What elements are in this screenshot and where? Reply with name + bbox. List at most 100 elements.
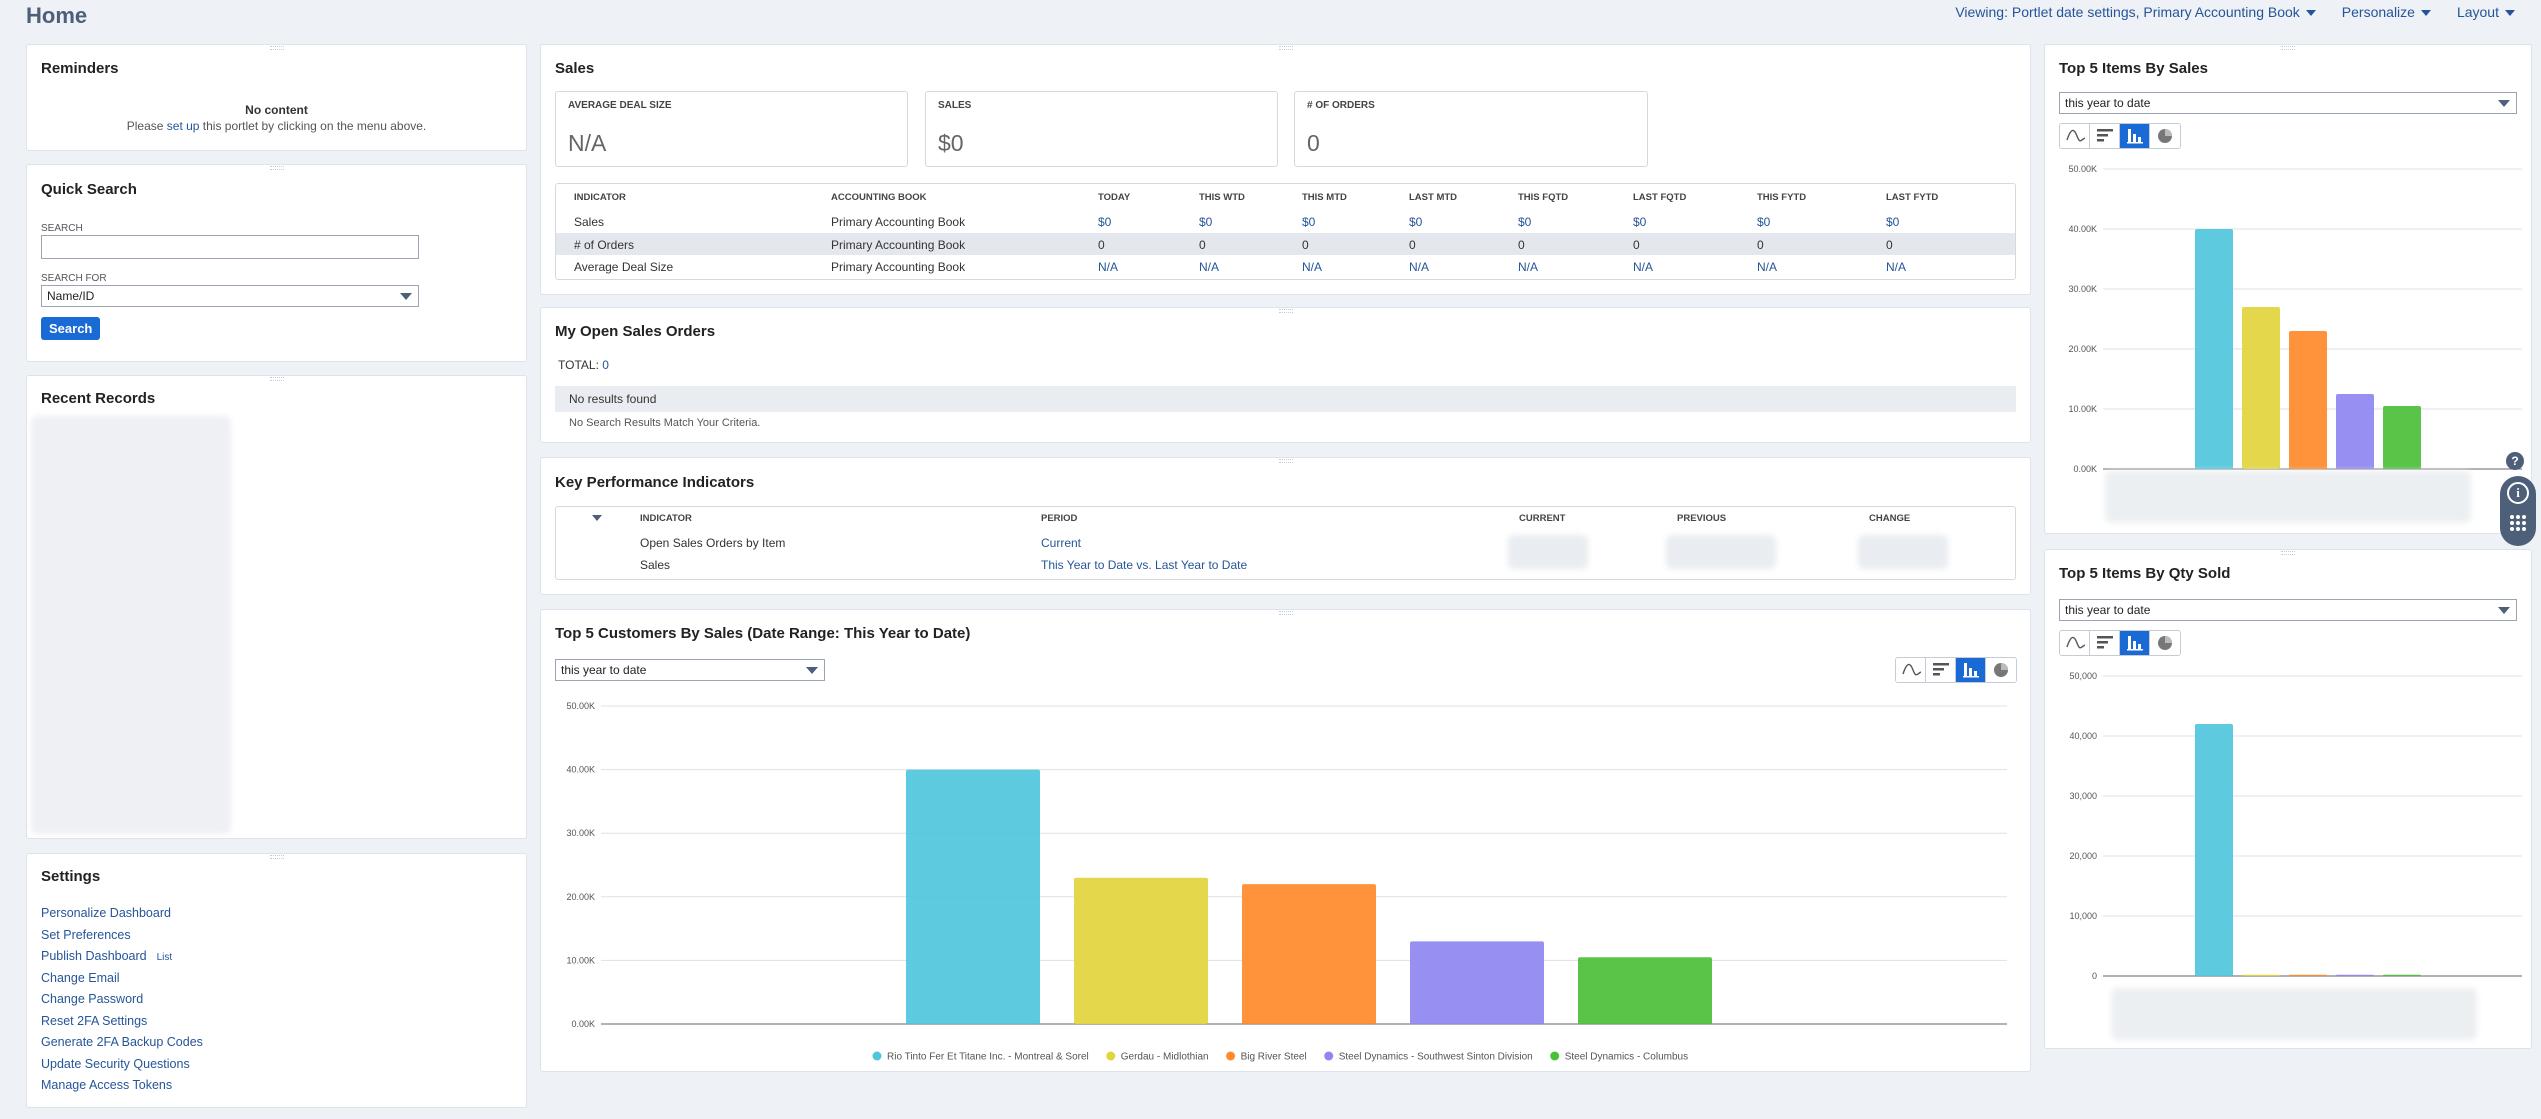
pie-chart-icon[interactable]: [2150, 631, 2180, 655]
drag-handle[interactable]: [269, 166, 284, 170]
settings-link[interactable]: Generate 2FA Backup Codes: [41, 1035, 203, 1049]
legend-label[interactable]: Big River Steel: [1241, 1052, 1307, 1063]
top-bar: Home Viewing: Portlet date settings, Pri…: [0, 0, 2541, 40]
date-range-value: this year to date: [2065, 603, 2151, 617]
settings-link[interactable]: Change Password: [41, 992, 144, 1006]
settings-link[interactable]: Manage Access Tokens: [41, 1078, 173, 1092]
sales-row: Average Deal Size Primary Accounting Book…: [556, 255, 2015, 277]
line-chart-icon[interactable]: [2060, 124, 2090, 148]
kpi-value: N/A: [568, 130, 607, 156]
settings-link[interactable]: Reset 2FA Settings: [41, 1013, 148, 1028]
drag-handle[interactable]: [1278, 611, 1293, 615]
personalize-menu[interactable]: Personalize: [2342, 4, 2431, 20]
y-tick-label: 40.00K: [566, 765, 595, 775]
sales-indicator: Average Deal Size: [574, 260, 674, 274]
horizontal-bar-icon[interactable]: [2090, 124, 2120, 148]
legend-label[interactable]: Gerdau - Midlothian: [1121, 1052, 1209, 1063]
settings-portlet: Settings Personalize Dashboard Set Prefer…: [26, 853, 527, 1108]
sales-value-link[interactable]: N/A: [1302, 260, 1323, 274]
collapse-arrow-icon[interactable]: [592, 515, 602, 521]
legend-label[interactable]: Steel Dynamics - Southwest Sinton Divisi…: [1339, 1052, 1533, 1063]
sales-value-link[interactable]: N/A: [1098, 260, 1119, 274]
setup-link[interactable]: set up: [166, 119, 200, 133]
bar[interactable]: [2289, 974, 2327, 976]
pie-chart-icon[interactable]: [2150, 124, 2180, 148]
drag-handle[interactable]: [269, 855, 284, 859]
kpi-period-link[interactable]: This Year to Date vs. Last Year to Date: [1041, 558, 1248, 572]
date-range-select[interactable]: this year to date: [2059, 92, 2517, 114]
sales-value-link[interactable]: N/A: [1409, 260, 1430, 274]
bar[interactable]: [2242, 307, 2280, 469]
horizontal-bar-icon[interactable]: [2090, 631, 2120, 655]
drag-handle[interactable]: [269, 46, 284, 50]
settings-link[interactable]: Publish Dashboard List: [41, 949, 203, 971]
settings-link[interactable]: Change Email: [41, 970, 120, 985]
legend-label[interactable]: Rio Tinto Fer Et Titane Inc. - Montreal …: [887, 1052, 1089, 1063]
column-chart-icon[interactable]: [1956, 658, 1986, 682]
info-icon[interactable]: i: [2507, 482, 2529, 504]
sales-value-link[interactable]: $0: [1518, 215, 1532, 229]
help-icon[interactable]: ?: [2506, 452, 2524, 470]
bar[interactable]: [1074, 877, 1208, 1024]
sales-value-link[interactable]: $0: [1302, 215, 1316, 229]
top-items-qty-portlet: Top 5 Items By Qty Sold this year to dat…: [2044, 549, 2532, 1049]
search-for-select[interactable]: Name/ID: [41, 285, 419, 307]
sales-value-link[interactable]: N/A: [1518, 260, 1539, 274]
sales-value-link[interactable]: $0: [1409, 215, 1423, 229]
drag-handle[interactable]: [1278, 46, 1293, 50]
sales-value-link[interactable]: N/A: [1199, 260, 1220, 274]
column-chart-icon[interactable]: [2120, 124, 2150, 148]
horizontal-bar-icon[interactable]: [1926, 658, 1956, 682]
sales-value-link[interactable]: N/A: [1633, 260, 1654, 274]
drag-handle[interactable]: [2281, 46, 2295, 50]
sales-value-link[interactable]: $0: [1199, 215, 1213, 229]
line-chart-icon[interactable]: [1896, 658, 1926, 682]
date-range-value: this year to date: [2065, 96, 2151, 110]
sales-value-link[interactable]: N/A: [1886, 260, 1907, 274]
bar[interactable]: [2336, 394, 2374, 469]
search-button[interactable]: Search: [41, 317, 101, 340]
setup-message: Please set up this portlet by clicking o…: [27, 119, 526, 133]
sales-value-link[interactable]: $0: [1886, 215, 1900, 229]
bar[interactable]: [2383, 974, 2421, 976]
date-range-select[interactable]: this year to date: [555, 659, 825, 681]
drag-handle[interactable]: [269, 377, 284, 381]
legend-marker: [872, 1051, 882, 1061]
kpi-period-link[interactable]: Current: [1041, 536, 1082, 550]
bar[interactable]: [906, 769, 1040, 1024]
drag-handle[interactable]: [1278, 459, 1293, 463]
viewing-menu[interactable]: Viewing: Portlet date settings, Primary …: [1955, 4, 2316, 20]
sales-value-link[interactable]: $0: [1757, 215, 1771, 229]
settings-link[interactable]: Set Preferences: [41, 927, 131, 942]
line-chart-icon[interactable]: [2060, 631, 2090, 655]
bar[interactable]: [2336, 974, 2374, 976]
grid-dots-icon[interactable]: [2509, 514, 2527, 532]
sales-value-link[interactable]: N/A: [1757, 260, 1778, 274]
legend-label[interactable]: Steel Dynamics - Columbus: [1565, 1052, 1688, 1063]
sales-value-link[interactable]: $0: [1098, 215, 1112, 229]
drag-handle[interactable]: [1278, 309, 1293, 313]
kpi-header-row: INDICATOR PERIOD CURRENT PREVIOUS CHANGE: [556, 507, 2015, 529]
total-value[interactable]: 0: [602, 358, 609, 372]
settings-link[interactable]: Personalize Dashboard: [41, 906, 171, 920]
bar[interactable]: [2383, 406, 2421, 469]
caret-down-icon: [2505, 10, 2515, 17]
bar[interactable]: [1578, 957, 1712, 1024]
bar[interactable]: [2195, 724, 2233, 976]
bar[interactable]: [2195, 229, 2233, 469]
dropdown-arrow-icon: [2498, 100, 2510, 107]
bar[interactable]: [2289, 331, 2327, 469]
search-input[interactable]: [41, 235, 419, 259]
bar[interactable]: [2242, 974, 2280, 976]
bar[interactable]: [1410, 941, 1544, 1024]
layout-menu[interactable]: Layout: [2457, 4, 2515, 20]
bar[interactable]: [1242, 884, 1376, 1024]
list-tag[interactable]: List: [156, 952, 173, 963]
date-range-select[interactable]: this year to date: [2059, 599, 2517, 621]
drag-handle[interactable]: [2281, 551, 2295, 555]
setup-msg-after: this portlet by clicking on the menu abo…: [199, 119, 427, 133]
column-chart-icon[interactable]: [2120, 631, 2150, 655]
settings-link[interactable]: Update Security Questions: [41, 1056, 190, 1071]
pie-chart-icon[interactable]: [1986, 658, 2016, 682]
sales-value-link[interactable]: $0: [1633, 215, 1647, 229]
